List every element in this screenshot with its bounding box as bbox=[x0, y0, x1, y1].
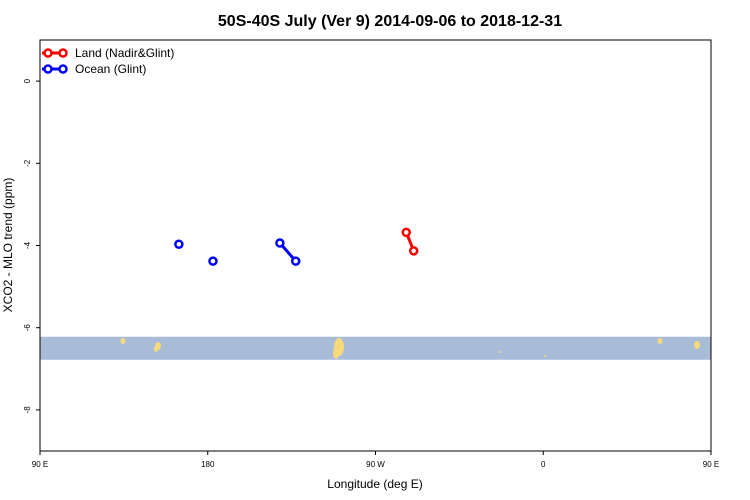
x-tick-label: 90 W bbox=[366, 460, 385, 469]
plot-frame bbox=[39, 39, 712, 452]
x-axis: 90 E 180 90 W 0 90 E bbox=[32, 451, 719, 469]
landmass-shape bbox=[499, 351, 501, 353]
legend-item: Land (Nadir&Glint) bbox=[42, 46, 174, 60]
landmass-shape bbox=[154, 346, 158, 352]
landmass-shape bbox=[333, 347, 339, 359]
series-land bbox=[401, 227, 419, 256]
legend-marker bbox=[58, 48, 68, 58]
y-axis: 0 -2 -4 -6 -8 bbox=[23, 78, 40, 413]
y-tick-label: -4 bbox=[23, 241, 32, 249]
y-axis-label: XCO2 - MLO trend (ppm) bbox=[1, 178, 15, 313]
legend-label: Land (Nadir&Glint) bbox=[75, 46, 174, 60]
landmass-shape bbox=[657, 338, 663, 344]
legend-item: Ocean (Glint) bbox=[42, 62, 146, 76]
legend-label: Ocean (Glint) bbox=[75, 62, 146, 76]
series-ocean bbox=[174, 238, 301, 266]
data-point bbox=[275, 238, 285, 248]
series-layer bbox=[174, 227, 419, 266]
data-point bbox=[401, 227, 412, 238]
y-tick-label: -2 bbox=[23, 159, 32, 167]
landmass-shape bbox=[694, 341, 700, 349]
map-band bbox=[40, 336, 711, 360]
data-point bbox=[408, 246, 419, 256]
y-tick-label: -6 bbox=[23, 324, 32, 332]
x-tick-label: 180 bbox=[201, 460, 215, 469]
x-tick-label: 90 E bbox=[703, 460, 719, 469]
ocean-band bbox=[40, 336, 711, 360]
y-tick-label: 0 bbox=[23, 78, 32, 83]
landmass-shape bbox=[120, 338, 126, 344]
y-tick-label: -8 bbox=[23, 406, 32, 414]
legend: Land (Nadir&Glint) Ocean (Glint) bbox=[42, 46, 174, 76]
legend-marker bbox=[43, 48, 53, 58]
data-point bbox=[208, 256, 218, 266]
chart-title: 50S-40S July (Ver 9) 2014-09-06 to 2018-… bbox=[218, 13, 562, 30]
plot-background bbox=[40, 40, 711, 451]
legend-marker bbox=[58, 64, 68, 74]
x-tick-label: 90 E bbox=[32, 460, 48, 469]
x-axis-label: Longitude (deg E) bbox=[327, 477, 422, 491]
data-point bbox=[290, 256, 301, 266]
x-tick-label: 0 bbox=[541, 460, 546, 469]
legend-marker bbox=[43, 64, 53, 74]
data-point bbox=[174, 239, 184, 250]
landmass-shape bbox=[544, 355, 546, 357]
